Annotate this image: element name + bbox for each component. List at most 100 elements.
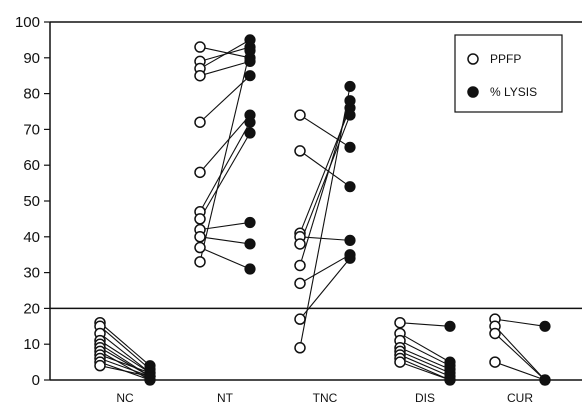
point-ppfp [394,316,406,329]
pair-connector [99,354,151,374]
point-ppfp [489,356,501,368]
y-tick-label: 80 [23,86,40,103]
pair-connector [199,114,251,173]
point-ppfp [194,256,206,268]
pair-connector [299,257,351,320]
legend-marker-lysis [467,86,479,98]
point-lysis [244,216,256,229]
point-lysis [344,141,356,153]
point-lysis [344,181,356,193]
point-ppfp [194,69,206,82]
point-lysis [244,116,256,128]
pair-connector [399,347,451,370]
y-axis-ticks: 0 10 20 30 40 50 60 70 80 90 100 [15,14,50,389]
point-lysis [244,45,256,57]
x-category-label: DIS [415,391,435,405]
point-lysis [539,374,551,386]
x-category-label: NT [217,391,234,405]
data-points [94,34,551,386]
pair-connector [99,350,151,381]
legend: PPFP % LYSIS [454,34,563,113]
point-lysis [344,109,356,121]
point-ppfp [194,241,206,254]
point-lysis [444,320,456,332]
point-ppfp [294,342,306,354]
pair-connector [494,361,546,381]
legend-label-lysis: % LYSIS [490,85,537,99]
point-ppfp [194,213,206,225]
pair-connector [299,114,351,245]
y-tick-label: 20 [23,300,40,317]
point-ppfp [94,359,106,372]
y-tick-label: 40 [23,229,40,246]
point-ppfp [294,238,306,250]
point-ppfp [294,145,306,157]
pair-connector [299,150,351,188]
pair-connector [494,325,546,381]
legend-marker-ppfp [467,53,479,65]
point-lysis [244,127,256,139]
point-lysis [244,70,256,82]
pair-connector [99,340,151,374]
pair-connector [199,247,251,270]
pair-connector [99,347,151,377]
y-tick-label: 0 [32,372,40,389]
y-tick-label: 50 [23,193,40,210]
x-category-label: TNC [313,391,338,405]
pair-connector [399,332,451,363]
y-tick-label: 30 [23,265,40,282]
x-category-label: NC [116,391,134,405]
pair-connector [199,132,251,220]
pair-connector [199,39,251,70]
pair-connector [199,121,251,213]
point-ppfp [194,166,206,179]
y-tick-label: 100 [15,14,40,31]
pair-connector [299,254,351,284]
pair-connector [399,350,451,374]
pair-connector [494,318,546,327]
pair-connector [299,86,351,348]
point-lysis [144,370,156,383]
pair-connector [494,333,546,381]
point-ppfp [294,259,306,272]
pair-connector [199,46,251,59]
pair-connector [99,325,151,370]
pair-connector [399,354,451,377]
y-tick-label: 90 [23,50,40,67]
pair-connector [299,114,351,148]
legend-label-ppfp: PPFP [490,52,521,66]
pair-connector [99,322,151,367]
point-lysis [539,320,551,332]
pair-connector [399,322,451,327]
x-category-label: CUR [507,391,533,405]
pair-connector [99,333,151,374]
pair-connector [199,50,251,262]
point-lysis [344,80,356,93]
legend-box [454,34,563,113]
point-lysis [244,263,256,275]
pair-connector [99,358,151,377]
point-ppfp [294,277,306,290]
y-tick-label: 10 [23,336,40,353]
y-tick-label: 60 [23,157,40,174]
point-lysis [444,374,456,386]
pair-connectors [99,39,546,381]
pair-connector [399,361,451,381]
pair-connector [199,236,251,245]
point-lysis [344,234,356,246]
point-ppfp [194,41,206,53]
x-axis-categories: NC NT TNC DIS CUR [116,391,533,405]
point-lysis [344,252,356,264]
point-lysis [244,55,256,67]
point-ppfp [194,116,206,128]
point-ppfp [489,327,501,340]
pair-connector [199,60,251,77]
point-lysis [344,95,356,107]
y-tick-label: 70 [23,121,40,138]
pair-connector [99,365,151,377]
point-ppfp [194,231,206,243]
point-ppfp [394,356,406,368]
point-lysis [244,238,256,250]
pair-connector [399,358,451,381]
